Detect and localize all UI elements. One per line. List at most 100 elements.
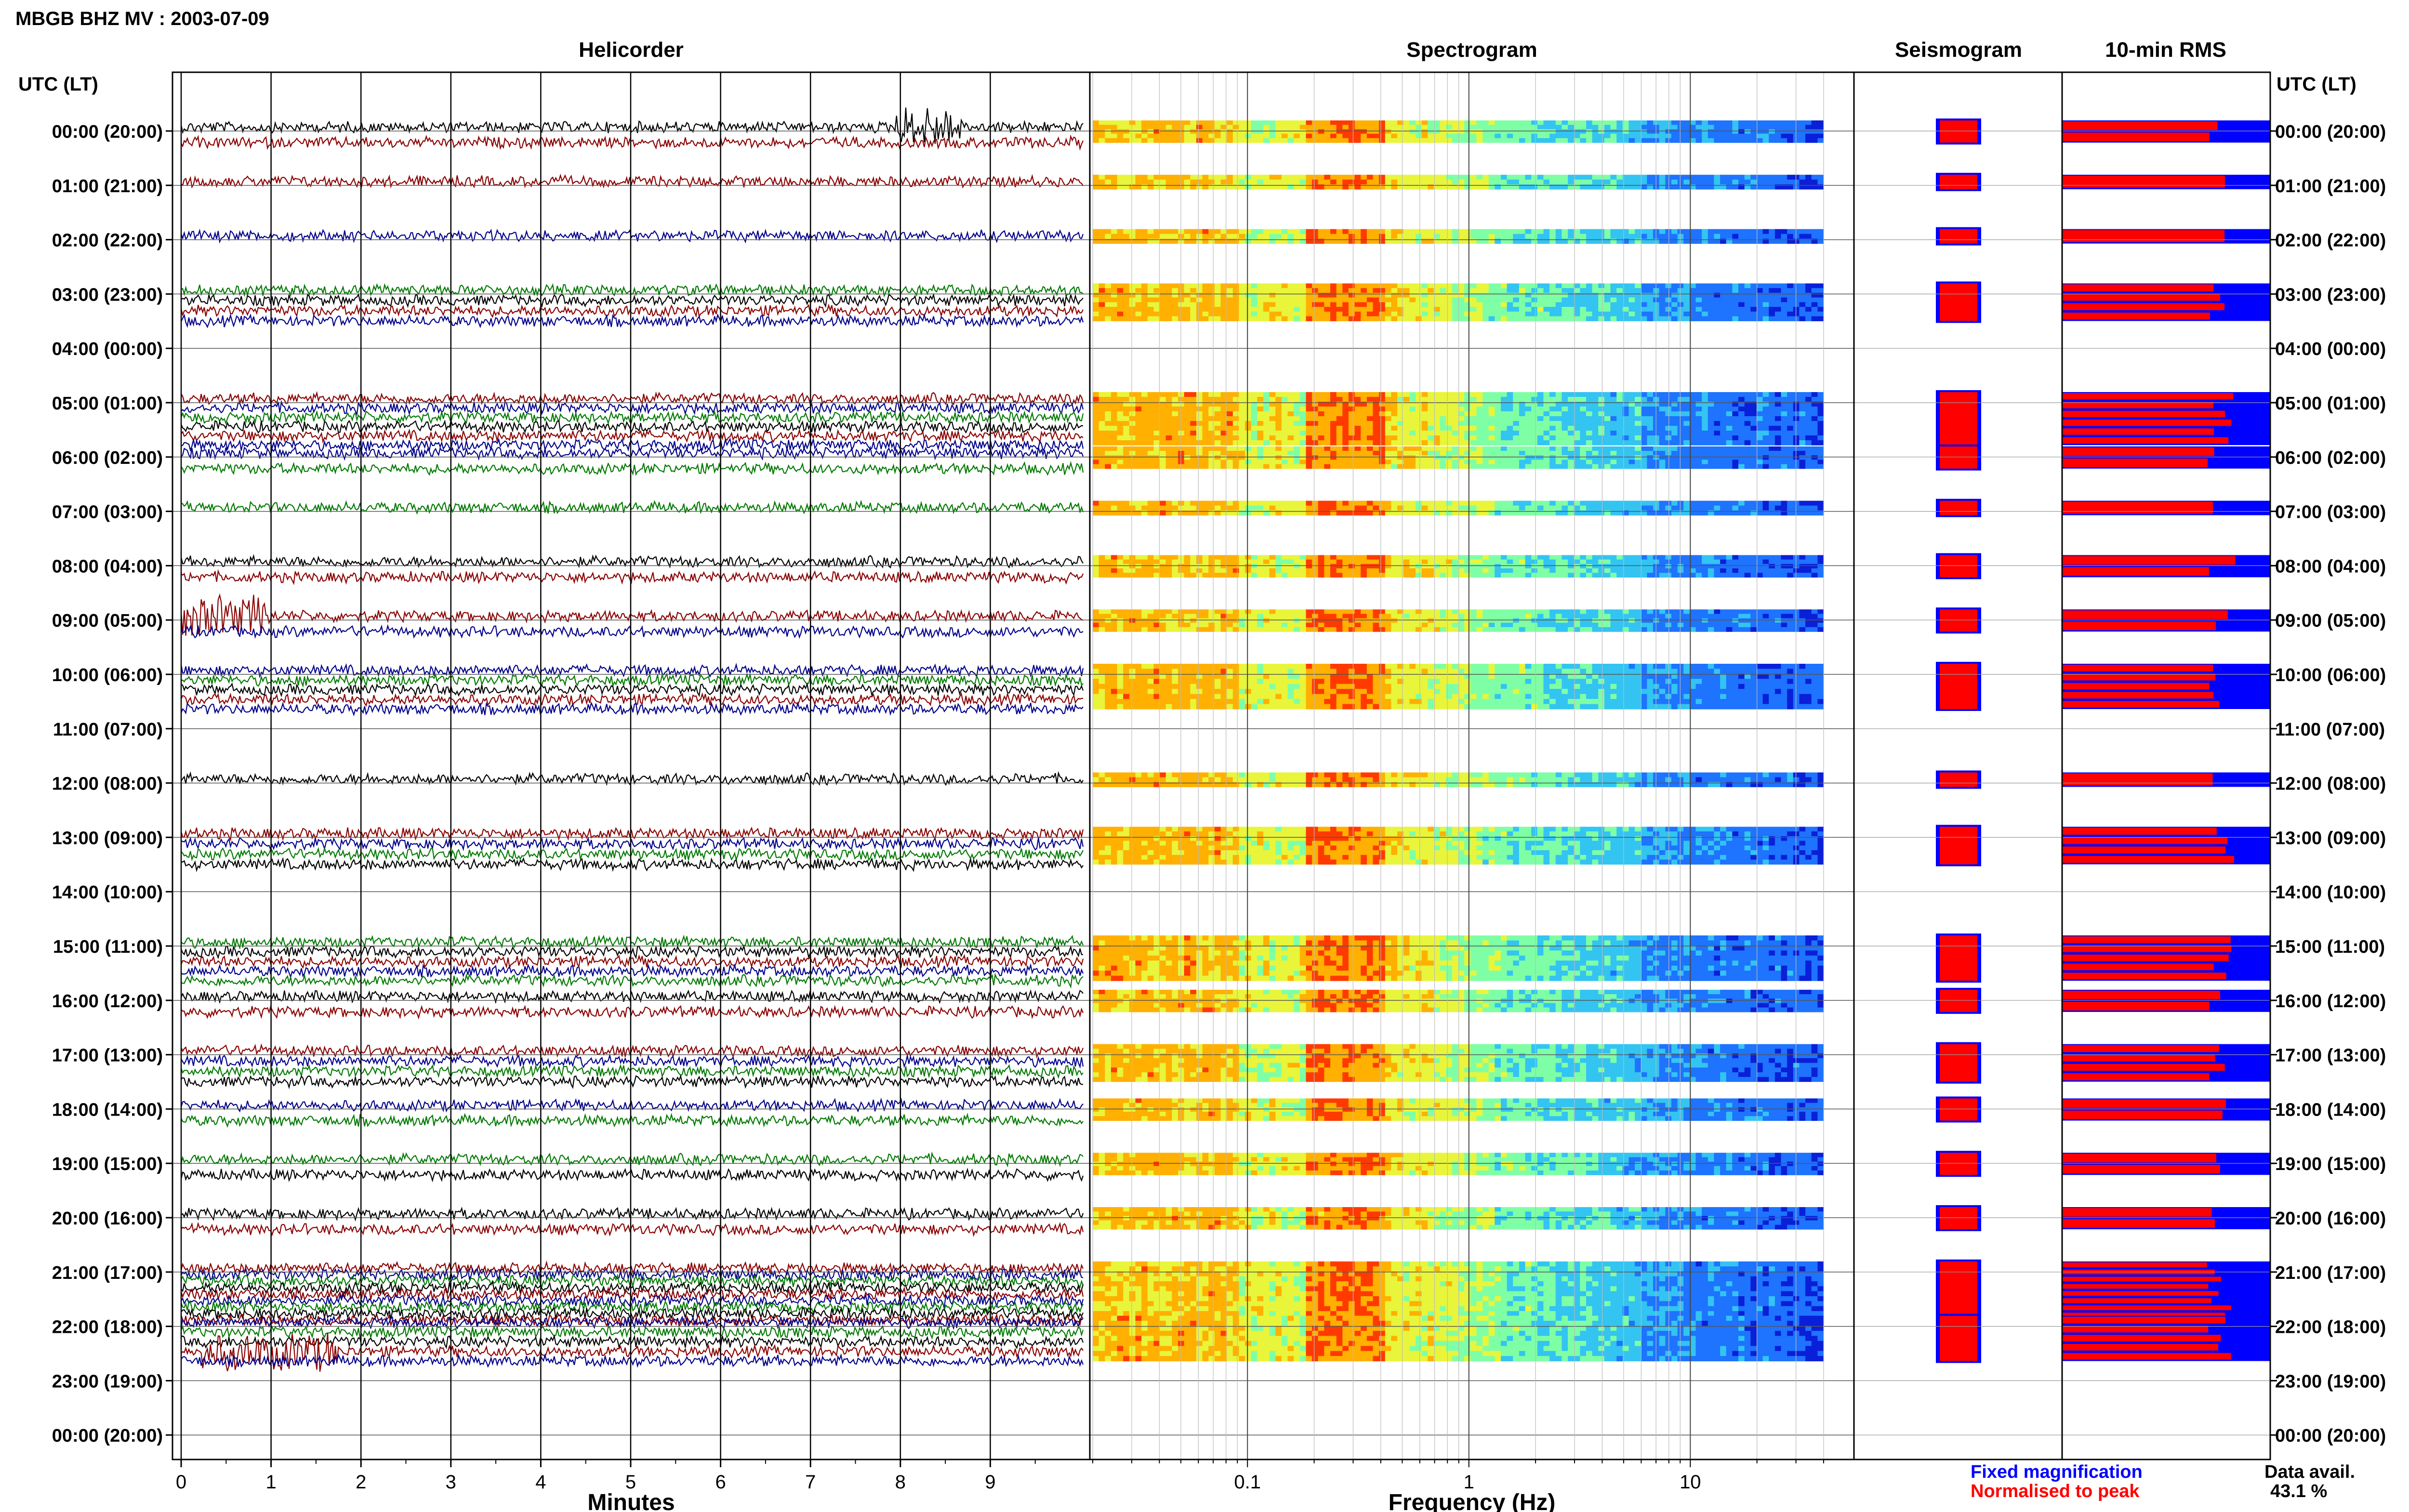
spectrogram-cell	[1811, 133, 1818, 139]
spectrogram-cell	[1732, 455, 1739, 460]
spectrogram-cell	[1281, 234, 1288, 239]
spectrogram-cell	[1470, 555, 1477, 560]
spectrogram-cell	[1373, 460, 1379, 465]
spectrogram-cell	[1647, 451, 1654, 456]
spectrogram-cell	[1470, 435, 1477, 441]
spectrogram-cell	[1622, 138, 1629, 143]
spectrogram-cell	[1616, 402, 1623, 407]
spectrogram-cell	[1787, 455, 1794, 460]
spectrogram-cell	[1714, 402, 1721, 407]
spectrogram-cell	[1428, 416, 1434, 421]
spectrogram-cell	[1105, 500, 1112, 506]
spectrogram-cell	[1129, 283, 1136, 289]
spectrogram-cell	[1702, 392, 1708, 397]
spectrogram-cell	[1299, 129, 1306, 134]
spectrogram-cell	[1318, 234, 1324, 239]
spectrogram-cell	[1281, 573, 1288, 578]
spectrogram-cell	[1756, 120, 1763, 125]
spectrogram-cell	[1306, 238, 1312, 244]
spectrogram-cell	[1281, 402, 1288, 407]
spectrogram-cell	[1537, 392, 1544, 397]
spectrogram-cell	[1683, 411, 1690, 417]
spectrogram-cell	[1659, 288, 1666, 293]
spectrogram-cell	[1732, 120, 1739, 125]
spectrogram-cell	[1610, 238, 1617, 244]
spectrogram-cell	[1366, 311, 1374, 317]
spectrogram-cell	[1160, 292, 1166, 298]
spectrogram-cell	[1147, 564, 1154, 569]
spectrogram-cell	[1141, 407, 1148, 412]
spectrogram-cell	[1543, 555, 1550, 560]
spectrogram-cell	[1294, 426, 1300, 431]
spectrogram-cell	[1093, 555, 1099, 560]
spectrogram-cell	[1397, 426, 1404, 431]
spectrogram-cell	[1720, 407, 1727, 412]
spectrogram-cell	[1641, 184, 1647, 190]
spectrogram-cell	[1336, 573, 1343, 578]
spectrogram-cell	[1793, 174, 1800, 180]
spectrogram-cell	[1397, 174, 1404, 180]
spectrogram-cell	[1519, 316, 1526, 321]
spectrogram-cell	[1257, 133, 1264, 139]
spectrogram-cell	[1275, 464, 1282, 469]
spectrogram-cell	[1671, 297, 1678, 302]
spectrogram-cell	[1141, 283, 1148, 289]
spectrogram-cell	[1543, 573, 1550, 578]
spectrogram-cell	[1555, 416, 1562, 421]
spectrogram-cell	[1409, 311, 1416, 317]
spectrogram-cell	[1707, 229, 1714, 235]
spectrogram-cell	[1403, 416, 1410, 421]
spectrogram-cell	[1598, 297, 1605, 302]
spectrogram-cell	[1476, 460, 1483, 465]
spectrogram-cell	[1756, 138, 1763, 143]
spectrogram-cell	[1196, 288, 1203, 293]
spectrogram-cell	[1610, 316, 1617, 321]
spectrogram-cell	[1123, 451, 1130, 456]
spectrogram-cell	[1190, 288, 1197, 293]
spectrogram-cell	[1208, 129, 1215, 134]
spectrogram-cell	[1726, 297, 1733, 302]
spectrogram-cell	[1689, 174, 1696, 180]
spectrogram-cell	[1781, 397, 1787, 402]
spectrogram-cell	[1172, 505, 1178, 511]
spectrogram-cell	[1574, 302, 1580, 307]
spectrogram-cell	[1714, 283, 1721, 289]
spectrogram-cell	[1324, 302, 1331, 307]
spectrogram-cell	[1549, 179, 1556, 185]
spectrogram-cell	[1580, 392, 1587, 397]
spectrogram-cell	[1421, 307, 1428, 312]
spectrogram-cell	[1513, 234, 1520, 239]
spectrogram-cell	[1787, 464, 1794, 469]
spectrogram-cell	[1093, 446, 1099, 451]
spectrogram-cell	[1464, 446, 1471, 451]
spectrogram-cell	[1416, 455, 1422, 460]
spectrogram-cell	[1190, 416, 1197, 421]
spectrogram-cell	[1281, 397, 1288, 402]
spectrogram-cell	[1519, 421, 1526, 426]
spectrogram-cell	[1525, 179, 1532, 185]
spectrogram-cell	[1817, 138, 1824, 143]
spectrogram-cell	[1555, 500, 1562, 506]
spectrogram-cell	[1117, 392, 1124, 397]
spectrogram-cell	[1105, 411, 1112, 417]
spectrogram-cell	[1239, 421, 1245, 426]
spectrogram-cell	[1598, 234, 1605, 239]
spectrogram-cell	[1592, 184, 1599, 190]
spectrogram-cell	[1598, 510, 1605, 516]
spectrogram-cell	[1245, 500, 1252, 506]
spectrogram-cell	[1428, 133, 1434, 139]
spectrogram-cell	[1756, 431, 1763, 436]
spectrogram-cell	[1586, 316, 1593, 321]
spectrogram-cell	[1476, 564, 1483, 569]
spectrogram-cell	[1117, 283, 1124, 289]
spectrogram-cell	[1165, 238, 1172, 244]
spectrogram-cell	[1811, 416, 1818, 421]
spectrogram-cell	[1330, 397, 1337, 402]
spectrogram-cell	[1519, 555, 1526, 560]
spectrogram-cell	[1336, 559, 1343, 565]
spectrogram-cell	[1147, 559, 1154, 565]
spectrogram-cell	[1428, 179, 1434, 185]
spectrogram-cell	[1416, 505, 1422, 511]
spectrogram-cell	[1677, 460, 1684, 465]
spectrogram-cell	[1433, 229, 1441, 235]
